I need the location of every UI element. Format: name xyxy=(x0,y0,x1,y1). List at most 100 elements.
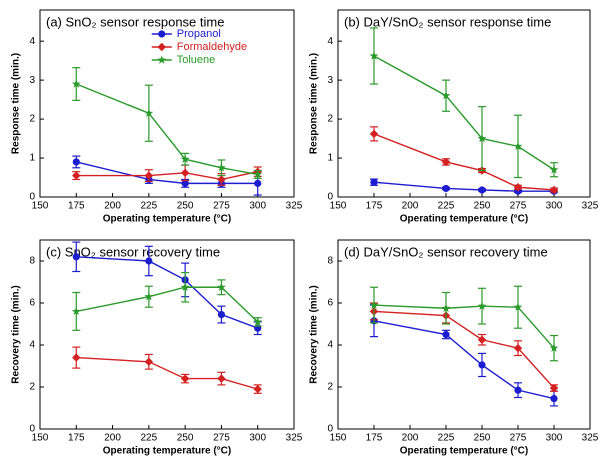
panel: 150 175 200 225 250 275 300 325 0 2 4 6 8 Operating t… xyxy=(11,239,303,457)
y-tick-label: 3 xyxy=(327,75,333,86)
x-axis-title: Operating temperature (°C) xyxy=(103,446,231,457)
x-tick-label: 225 xyxy=(438,201,455,212)
marker xyxy=(72,158,80,166)
x-tick-label: 250 xyxy=(474,433,491,444)
x-tick-label: 250 xyxy=(474,201,491,212)
series-line xyxy=(76,161,258,185)
x-tick-label: 175 xyxy=(68,433,85,444)
marker xyxy=(72,171,81,180)
x-axis-title: Operating temperature (°C) xyxy=(103,214,231,225)
marker xyxy=(550,394,558,403)
marker xyxy=(441,157,451,167)
chart-title: (d) DaY/SnO₂ sensor recovery time xyxy=(344,244,548,259)
marker xyxy=(478,361,486,369)
marker xyxy=(549,185,559,195)
x-tick-label: 150 xyxy=(32,433,49,444)
x-tick-label: 300 xyxy=(249,201,266,212)
series-line xyxy=(373,320,555,400)
x-tick-label: 325 xyxy=(582,201,599,212)
legend-label: Toluene xyxy=(177,54,216,66)
x-tick-label: 250 xyxy=(177,201,194,212)
legend-marker xyxy=(158,30,166,38)
marker xyxy=(441,303,451,312)
x-tick-label: 175 xyxy=(366,433,383,444)
y-tick-label: 6 xyxy=(327,298,333,309)
plot-frame xyxy=(39,239,295,430)
marker xyxy=(180,154,190,163)
marker xyxy=(513,302,523,311)
marker xyxy=(181,179,189,187)
x-tick-label: 175 xyxy=(68,201,85,212)
x-tick-label: 275 xyxy=(213,201,230,212)
x-tick-label: 200 xyxy=(402,201,419,212)
marker xyxy=(145,257,153,265)
marker xyxy=(478,186,486,194)
y-axis-title: Response time (min.) xyxy=(11,53,22,154)
series-line xyxy=(373,55,555,171)
y-tick-label: 2 xyxy=(29,114,35,125)
marker xyxy=(144,292,154,301)
marker xyxy=(369,129,379,139)
x-tick-label: 325 xyxy=(286,201,303,212)
x-tick-label: 325 xyxy=(582,433,599,444)
marker xyxy=(71,79,81,88)
marker xyxy=(144,108,154,117)
y-tick-label: 0 xyxy=(327,424,333,435)
marker xyxy=(513,183,523,192)
marker xyxy=(144,171,154,180)
x-tick-label: 250 xyxy=(177,433,194,444)
marker xyxy=(513,141,523,151)
marker xyxy=(217,175,226,184)
y-axis-title: Recovery time (min.) xyxy=(309,285,320,383)
x-tick-label: 300 xyxy=(546,433,563,444)
y-axis-title: Response time (min.) xyxy=(309,53,320,154)
plot-frame xyxy=(337,239,591,430)
marker xyxy=(442,330,450,339)
series-line xyxy=(76,83,258,176)
series-line xyxy=(373,181,554,192)
marker xyxy=(253,384,262,394)
series-line xyxy=(76,286,259,323)
y-tick-label: 0 xyxy=(29,192,35,203)
x-tick-label: 225 xyxy=(141,433,158,444)
marker xyxy=(441,91,451,100)
x-axis-title: Operating temperature (°C) xyxy=(400,446,528,457)
marker xyxy=(180,168,190,178)
chart-title: (a) SnO₂ sensor response time xyxy=(46,14,224,29)
panel: 150 175 200 225 250 275 300 325 0 1 2 3 4 Operating t… xyxy=(11,9,303,225)
series-line xyxy=(76,170,258,181)
x-tick-label: 275 xyxy=(510,201,527,212)
x-tick-label: 200 xyxy=(104,433,121,444)
marker xyxy=(72,253,80,261)
x-axis-title: Operating temperature (°C) xyxy=(400,214,528,225)
marker xyxy=(253,317,263,326)
marker xyxy=(477,335,487,344)
marker xyxy=(369,300,379,309)
legend-marker xyxy=(157,55,167,64)
y-tick-label: 2 xyxy=(327,382,333,393)
y-tick-label: 0 xyxy=(327,192,333,203)
series-line xyxy=(76,356,258,390)
y-tick-label: 2 xyxy=(29,382,35,393)
y-tick-label: 4 xyxy=(29,36,35,47)
x-tick-label: 225 xyxy=(438,433,455,444)
marker xyxy=(477,133,487,143)
x-tick-label: 275 xyxy=(213,433,230,444)
y-tick-label: 4 xyxy=(327,36,333,47)
series-line xyxy=(373,133,555,191)
x-tick-label: 300 xyxy=(546,201,563,212)
legend-label: Propanol xyxy=(177,28,221,40)
y-tick-label: 1 xyxy=(327,153,333,164)
y-tick-label: 4 xyxy=(29,340,35,351)
x-tick-label: 300 xyxy=(249,433,266,444)
marker xyxy=(71,306,81,316)
panel: 150 175 200 225 250 275 300 325 0 1 2 3 4 Operating t… xyxy=(309,9,599,225)
x-tick-label: 175 xyxy=(366,201,383,212)
legend-label: Formaldehyde xyxy=(177,41,247,53)
marker xyxy=(549,383,559,393)
marker xyxy=(144,357,154,366)
marker xyxy=(180,282,190,291)
marker xyxy=(253,169,263,179)
panel: 150 175 200 225 250 275 300 325 0 2 4 6 8 Operating t… xyxy=(309,239,599,457)
